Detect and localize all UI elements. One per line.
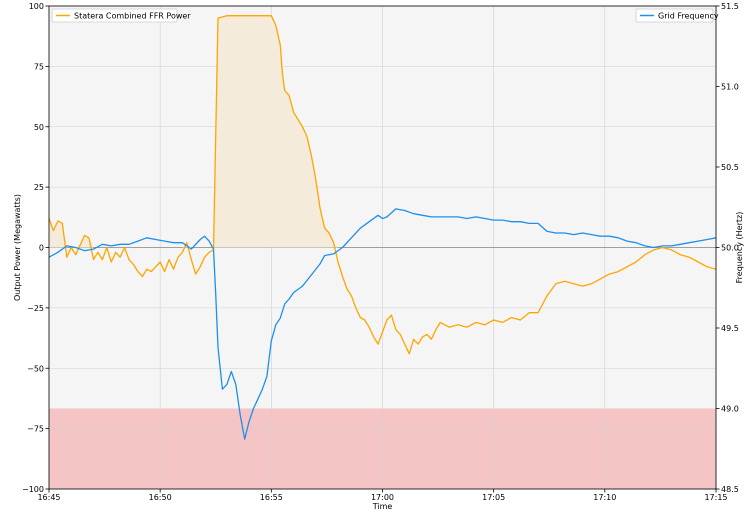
y-right-tick-label: 51.5 xyxy=(721,2,739,11)
series-line-ffr-power xyxy=(48,15,717,355)
y-right-tick-label: 51.0 xyxy=(721,83,739,92)
legend-right-label: Grid Frequency xyxy=(658,12,719,21)
x-tick-label: 17:10 xyxy=(593,493,616,502)
y-right-tick-label: 50.0 xyxy=(721,244,739,253)
x-tick-label: 16:50 xyxy=(149,493,172,502)
x-tick-label: 16:45 xyxy=(37,493,60,502)
y-right-tick-label: 49.5 xyxy=(721,324,739,333)
y-left-tick-label: −75 xyxy=(27,425,44,434)
x-tick-label: 16:55 xyxy=(260,493,283,502)
y-left-tick-label: −50 xyxy=(27,364,44,373)
y-axis-label-left: Output Power (Megawatts) xyxy=(13,194,22,301)
legend-left-label: Statera Combined FFR Power xyxy=(74,12,191,21)
legend-left: Statera Combined FFR Power xyxy=(51,8,191,23)
y-left-tick-label: −100 xyxy=(22,485,44,494)
y-right-tick-label: 48.5 xyxy=(721,485,739,494)
power-positive-fill xyxy=(49,15,716,248)
x-axis-label: Time xyxy=(372,502,393,511)
y-right-tick-label: 50.5 xyxy=(721,163,739,172)
y-left-tick-label: 25 xyxy=(34,183,44,192)
y-right-tick-label: 49.0 xyxy=(721,405,739,414)
y-left-tick-label: −25 xyxy=(27,304,44,313)
power-fill xyxy=(49,15,716,248)
series-line-grid-frequency xyxy=(48,208,717,440)
y-left-tick-label: 0 xyxy=(39,244,44,253)
y-left-tick-label: 50 xyxy=(34,123,44,132)
legend-right: Grid Frequency xyxy=(635,8,719,23)
x-tick-label: 17:00 xyxy=(371,493,394,502)
series-lines xyxy=(48,15,717,440)
x-tick-label: 17:15 xyxy=(704,493,727,502)
x-tick-label: 17:05 xyxy=(482,493,505,502)
y-axis-label-right: Frequency (Hertz) xyxy=(735,212,744,284)
ticks: 16:45 16:50 16:55 17:00 17:05 17:10 17:15 100 75… xyxy=(22,2,739,502)
y-left-tick-label: 75 xyxy=(34,62,44,71)
y-left-tick-label: 100 xyxy=(29,2,44,11)
